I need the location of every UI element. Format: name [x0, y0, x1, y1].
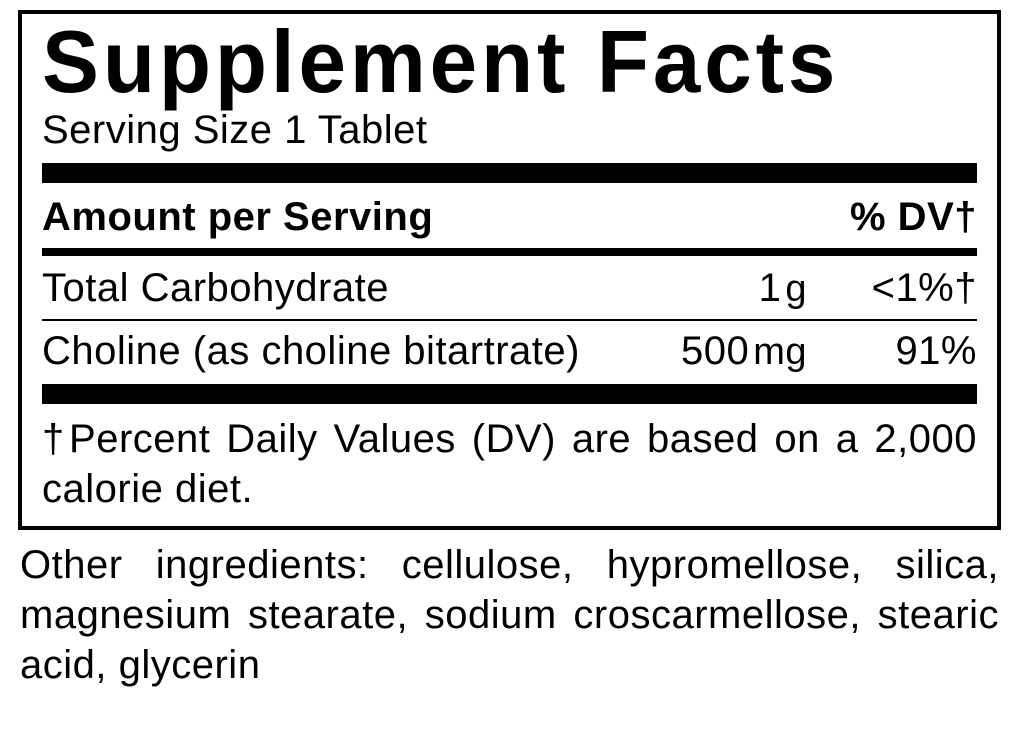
header-amount-per-serving: Amount per Serving: [42, 195, 777, 240]
other-ingredients: Other ingredients: cellulose, hypromello…: [18, 530, 1001, 690]
separator-bar-thick: [42, 384, 977, 404]
amount-unit: mg: [753, 331, 807, 373]
amount-unit: g: [785, 268, 807, 310]
separator-hairline: [42, 319, 977, 321]
separator-bar-thin: [42, 248, 977, 256]
separator-bar-thick: [42, 163, 977, 183]
serving-size: Serving Size 1 Tablet: [42, 108, 977, 159]
nutrient-amount: 1g: [647, 266, 807, 311]
supplement-facts-panel: Supplement Facts Serving Size 1 Tablet A…: [18, 10, 1001, 530]
nutrient-name: Choline (as choline bitartrate): [42, 329, 637, 374]
table-row: Total Carbohydrate 1g <1%†: [42, 260, 977, 317]
header-percent-dv: % DV†: [777, 195, 977, 240]
amount-number: 1: [759, 266, 782, 310]
nutrient-amount: 500mg: [647, 329, 807, 374]
table-header: Amount per Serving % DV†: [42, 187, 977, 244]
table-row: Choline (as choline bitartrate) 500mg 91…: [42, 323, 977, 380]
amount-number: 500: [681, 329, 749, 373]
nutrient-dv: <1%†: [817, 266, 977, 311]
nutrient-dv: 91%: [817, 329, 977, 374]
nutrient-name: Total Carbohydrate: [42, 266, 637, 311]
dv-footnote: †Percent Daily Values (DV) are based on …: [42, 408, 977, 516]
panel-title: Supplement Facts: [42, 14, 949, 108]
